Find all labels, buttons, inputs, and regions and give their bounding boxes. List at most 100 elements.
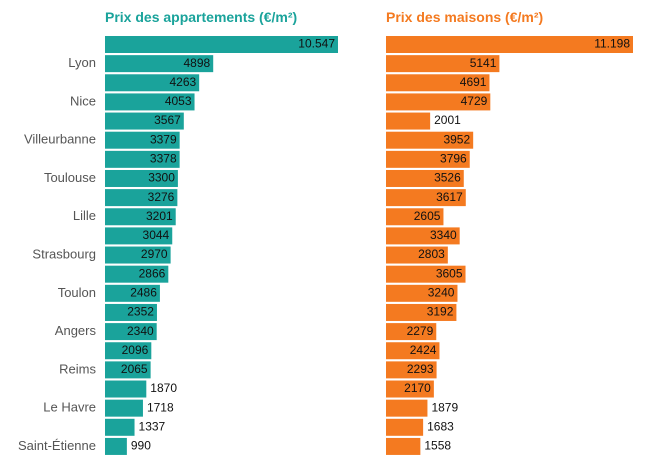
- apartment-price-bar: [105, 208, 176, 226]
- house-price-value-label: 1558: [424, 439, 451, 453]
- apartment-price-bar: [105, 227, 173, 245]
- house-price-value-label: 3192: [427, 305, 454, 319]
- house-price-value-label: 5141: [470, 56, 497, 70]
- apartment-price-value-label: 2340: [127, 324, 154, 338]
- apartment-price-value-label: 2866: [139, 266, 166, 280]
- apartment-price-bar: [105, 55, 214, 73]
- apartment-price-bar: [105, 265, 169, 283]
- house-price-bar: [386, 303, 457, 321]
- apartment-price-value-label: 2352: [127, 305, 154, 319]
- apartment-price-value-label: 10.547: [298, 37, 335, 51]
- house-price-bar: [386, 150, 470, 168]
- house-price-value-label: 3240: [428, 285, 455, 299]
- house-price-value-label: 2803: [418, 247, 445, 261]
- house-price-value-label: 3796: [440, 152, 467, 166]
- apartment-price-value-label: 4263: [169, 75, 196, 89]
- apartment-price-bar: [105, 74, 200, 92]
- city-label: Angers: [55, 323, 97, 338]
- apartment-price-bar: [105, 303, 157, 321]
- city-label: Nice: [70, 93, 96, 108]
- house-price-value-label: 2170: [404, 381, 431, 395]
- house-price-bar: [386, 323, 437, 341]
- apartment-price-value-label: 3276: [148, 190, 175, 204]
- house-price-value-label: 2279: [407, 324, 434, 338]
- apartment-price-bar: [105, 284, 160, 302]
- city-label: Strasbourg: [32, 246, 96, 261]
- house-price-bar: [386, 169, 464, 187]
- apartment-price-value-label: 2970: [141, 247, 168, 261]
- apartment-price-bar: [105, 342, 152, 360]
- house-price-bar: [386, 74, 490, 92]
- apartment-price-value-label: 2486: [130, 285, 157, 299]
- apartment-price-bar: [105, 246, 171, 264]
- house-price-bar: [386, 36, 633, 53]
- apartment-price-value-label: 2096: [122, 343, 149, 357]
- house-price-value-label: 11.198: [594, 37, 630, 51]
- city-label: Le Havre: [43, 400, 96, 415]
- apartment-price-bar: [105, 189, 178, 207]
- city-label: Reims: [59, 361, 96, 376]
- house-price-bar: [386, 418, 424, 436]
- apartment-price-value-label: 3379: [150, 132, 177, 146]
- house-price-value-label: 2001: [434, 113, 461, 127]
- apartment-price-value-label: 1718: [147, 400, 174, 414]
- apartment-price-bar: [105, 112, 184, 130]
- house-price-bar: [386, 399, 428, 417]
- house-price-bar: [386, 284, 458, 302]
- city-label: Lyon: [68, 55, 96, 70]
- house-price-bar: [386, 246, 448, 264]
- house-price-value-label: 1683: [427, 419, 454, 433]
- house-price-value-label: 4691: [460, 75, 487, 89]
- apartment-price-bar: [105, 380, 147, 398]
- house-price-bar: [386, 437, 421, 455]
- house-price-value-label: 3340: [430, 228, 457, 242]
- house-price-value-label: 3617: [436, 190, 463, 204]
- house-price-value-label: 1879: [431, 400, 458, 414]
- apartment-price-value-label: 1870: [150, 381, 177, 395]
- apartment-price-value-label: 3378: [150, 152, 177, 166]
- apartment-price-value-label: 3201: [146, 209, 173, 223]
- apartment-price-bar: [105, 323, 157, 341]
- house-price-value-label: 4729: [461, 94, 488, 108]
- city-label: Villeurbanne: [24, 132, 96, 147]
- apartment-price-value-label: 3567: [154, 113, 181, 127]
- house-price-value-label: 3526: [434, 171, 461, 185]
- house-price-value-label: 2605: [414, 209, 441, 223]
- apartment-price-value-label: 990: [131, 439, 151, 453]
- apartment-price-bar: [105, 36, 338, 53]
- house-price-bar: [386, 189, 466, 207]
- apartment-price-value-label: 4053: [165, 94, 192, 108]
- apartments-panel-title: Prix des appartements (€/m²): [105, 9, 297, 25]
- house-price-bar: [386, 265, 466, 283]
- apartment-price-value-label: 2065: [121, 362, 148, 376]
- house-price-bar: [386, 112, 431, 130]
- apartment-price-bar: [105, 437, 127, 455]
- city-label: Lille: [73, 208, 96, 223]
- city-label: Saint-Étienne: [18, 438, 96, 453]
- house-price-bar: [386, 342, 440, 360]
- apartment-price-value-label: 4898: [184, 56, 211, 70]
- house-price-value-label: 2424: [410, 343, 437, 357]
- apartment-price-value-label: 3300: [148, 171, 175, 185]
- apartment-price-bar: [105, 418, 135, 436]
- house-price-value-label: 3952: [443, 132, 470, 146]
- apartment-price-bar: [105, 169, 178, 187]
- apartment-price-bar: [105, 399, 143, 417]
- house-price-bar: [386, 131, 474, 149]
- city-label: Toulouse: [44, 170, 96, 185]
- apartment-price-value-label: 1337: [139, 419, 166, 433]
- house-price-value-label: 3605: [436, 266, 463, 280]
- house-price-bar: [386, 361, 437, 379]
- house-price-bar: [386, 55, 500, 73]
- apartment-price-value-label: 3044: [143, 228, 170, 242]
- houses-panel-title: Prix des maisons (€/m²): [386, 9, 543, 25]
- house-price-bar: [386, 93, 491, 111]
- apartment-price-bar: [105, 131, 180, 149]
- house-price-bar: [386, 208, 444, 226]
- apartment-price-bar: [105, 150, 180, 168]
- house-price-value-label: 2293: [407, 362, 434, 376]
- house-price-bar: [386, 380, 434, 398]
- city-label: Toulon: [58, 285, 96, 300]
- apartment-price-bar: [105, 93, 195, 111]
